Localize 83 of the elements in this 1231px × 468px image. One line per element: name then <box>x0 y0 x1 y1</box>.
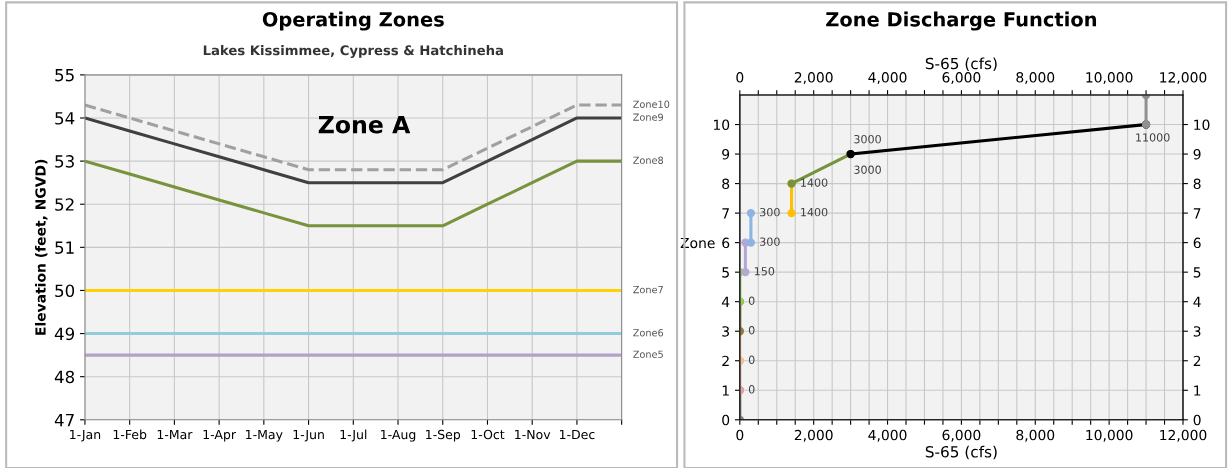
y-tick-label: 3 <box>722 326 729 337</box>
x-tick-label: 10,000 <box>1086 429 1133 442</box>
annotation: 300 <box>760 237 780 246</box>
y-tick-label: 7 <box>722 208 729 219</box>
y-tick-label: 5 <box>722 267 729 278</box>
y-axis-title: Zone <box>680 237 715 249</box>
x2-tick-label: 6,000 <box>942 72 981 85</box>
series-label: Zone6 <box>633 329 664 337</box>
y-tick-label: 55 <box>55 69 74 82</box>
series-label: Zone9 <box>633 113 664 121</box>
series-label: Zone10 <box>633 100 670 108</box>
y2-tick-label: 1 <box>1194 385 1201 396</box>
annotation: 3000 <box>854 134 881 144</box>
x2-tick-label: 4,000 <box>868 72 907 85</box>
chart-subtitle: Lakes Kissimmee, Cypress & Hatchineha <box>203 45 503 58</box>
y-axis-title: Elevation (feet, NGVD) <box>35 159 48 335</box>
series-label: Zone7 <box>633 286 663 294</box>
x-tick-label: 4,000 <box>868 429 907 442</box>
y-tick-label: 50 <box>55 284 75 298</box>
annotation: 11000 <box>1136 133 1170 142</box>
x-tick-label: 1-Dec <box>559 429 595 440</box>
x-tick-label: 2,000 <box>794 429 833 442</box>
x-axis-title: S-65 (cfs) <box>925 445 997 460</box>
x-tick-label: 1-Sep <box>426 429 461 442</box>
y2-tick-label: 7 <box>1193 208 1201 219</box>
y-tick-label: 54 <box>55 112 75 125</box>
y2-tick-label: 4 <box>1193 296 1201 307</box>
annotation: 1400 <box>801 178 828 187</box>
x-tick-label: 1-Oct <box>471 429 505 440</box>
annotation: 3000 <box>854 165 881 174</box>
x2-tick-label: 2,000 <box>794 72 833 85</box>
annotation: 0 <box>748 355 755 364</box>
y-tick-label: 4 <box>721 296 730 307</box>
x2-tick-label: 0 <box>736 72 744 83</box>
annotation: 300 <box>760 207 780 217</box>
annotation: 0 <box>748 326 755 335</box>
series-label: Zone5 <box>633 350 663 358</box>
x2-tick-label: 8,000 <box>1016 72 1055 85</box>
y-tick-label: 47 <box>54 413 74 427</box>
y-tick-label: 9 <box>722 149 730 160</box>
x-tick-label: 1-Jun <box>293 429 324 442</box>
y-tick-label: 6 <box>722 237 730 249</box>
x2-tick-label: 12,000 <box>1160 72 1207 85</box>
x2-axis-title: S-65 (cfs) <box>925 57 997 72</box>
y2-tick-label: 10 <box>1194 119 1210 130</box>
chart-title: Operating Zones <box>262 11 444 31</box>
y2-tick-label: 2 <box>1193 355 1201 367</box>
x-tick-label: 1-Feb <box>113 429 147 440</box>
x-tick-label: 1-May <box>246 429 283 442</box>
x-tick-label: 8,000 <box>1016 429 1055 442</box>
y-tick-label: 0 <box>722 414 730 426</box>
y-tick-label: 2 <box>722 355 729 367</box>
x-tick-label: 12,000 <box>1160 429 1207 442</box>
x-tick-label: 1-Jul <box>340 429 367 442</box>
annotation: 150 <box>754 266 775 276</box>
y2-tick-label: 8 <box>1193 178 1201 190</box>
x-tick-label: 1-Mar <box>157 429 193 440</box>
x-tick-label: 1-Apr <box>203 429 237 442</box>
y-tick-label: 52 <box>55 198 74 211</box>
annotation: 0 <box>748 385 755 394</box>
y-tick-label: 53 <box>55 155 74 168</box>
y-tick-label: 51 <box>55 241 74 254</box>
y2-tick-label: 3 <box>1193 326 1201 337</box>
x2-tick-label: 10,000 <box>1086 72 1133 85</box>
x-tick-label: 1-Jan <box>70 429 101 442</box>
y-tick-label: 1 <box>722 385 729 396</box>
series-label: Zone8 <box>633 156 664 164</box>
y2-tick-label: 9 <box>1193 149 1201 160</box>
annotation: Zone A <box>318 115 411 134</box>
y-tick-label: 10 <box>713 119 730 130</box>
annotation: 0 <box>748 296 755 305</box>
annotation: 1400 <box>801 207 828 217</box>
y2-tick-label: 6 <box>1193 237 1201 249</box>
x-tick-label: 6,000 <box>942 429 981 442</box>
y-tick-label: 8 <box>722 178 730 190</box>
y2-tick-label: 0 <box>1193 414 1201 426</box>
y-tick-label: 48 <box>54 370 75 384</box>
x-tick-label: 0 <box>736 429 744 441</box>
chart-title: Zone Discharge Function <box>826 11 1097 31</box>
y-tick-label: 49 <box>54 327 75 341</box>
y2-tick-label: 5 <box>1193 267 1201 278</box>
x-tick-label: 1-Aug <box>381 429 416 442</box>
x-tick-label: 1-Nov <box>515 429 551 440</box>
